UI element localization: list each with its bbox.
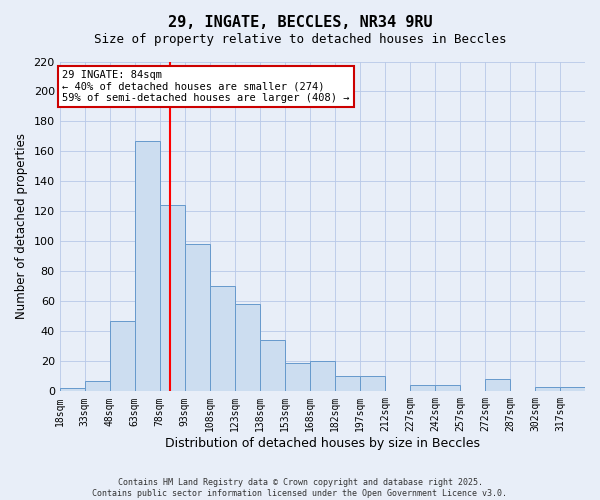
Bar: [59, 388, 85, 392]
Bar: [360, 376, 385, 392]
Bar: [160, 206, 185, 392]
Bar: [410, 386, 435, 392]
Bar: [260, 340, 285, 392]
Bar: [235, 304, 260, 392]
Bar: [485, 380, 510, 392]
Bar: [110, 321, 135, 392]
X-axis label: Distribution of detached houses by size in Beccles: Distribution of detached houses by size …: [165, 437, 480, 450]
Bar: [285, 363, 310, 392]
Bar: [310, 362, 335, 392]
Text: 29 INGATE: 84sqm
← 40% of detached houses are smaller (274)
59% of semi-detached: 29 INGATE: 84sqm ← 40% of detached house…: [62, 70, 350, 103]
Text: 29, INGATE, BECCLES, NR34 9RU: 29, INGATE, BECCLES, NR34 9RU: [167, 15, 433, 30]
Text: Size of property relative to detached houses in Beccles: Size of property relative to detached ho…: [94, 32, 506, 46]
Bar: [185, 244, 210, 392]
Bar: [210, 286, 235, 392]
Bar: [135, 141, 160, 392]
Bar: [85, 381, 110, 392]
Bar: [335, 376, 360, 392]
Bar: [535, 387, 560, 392]
Bar: [435, 386, 460, 392]
Bar: [560, 387, 585, 392]
Y-axis label: Number of detached properties: Number of detached properties: [15, 134, 28, 320]
Text: Contains HM Land Registry data © Crown copyright and database right 2025.
Contai: Contains HM Land Registry data © Crown c…: [92, 478, 508, 498]
